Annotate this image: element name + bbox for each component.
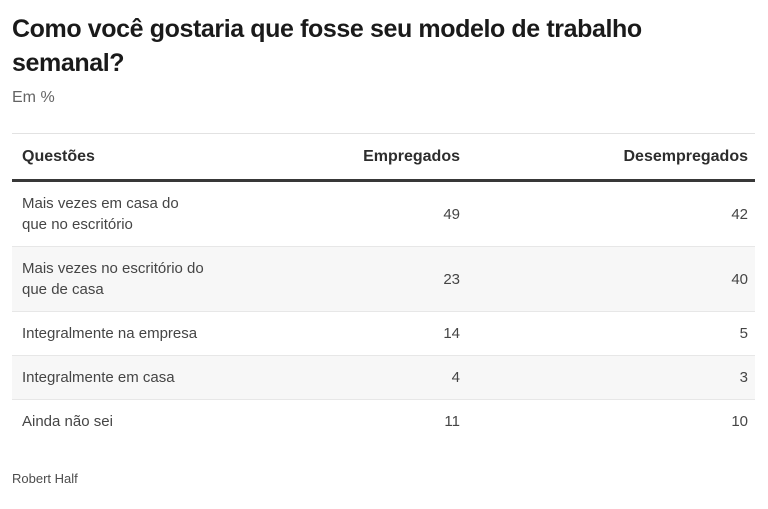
source-credit: Robert Half <box>12 471 78 486</box>
table-row: Mais vezes no escritório do que de casa 2… <box>12 246 755 311</box>
chart-subtitle: Em % <box>12 89 55 106</box>
desempregados-value-cell: 10 <box>731 413 748 430</box>
empregados-value-cell: 14 <box>443 325 460 342</box>
column-header-desempregados: Desempregados <box>623 147 749 165</box>
table-body: Mais vezes em casa do que no escritório 4… <box>12 182 755 443</box>
row-label-cell: Mais vezes no escritório do que de casa <box>22 260 204 298</box>
row-label-cell: Integralmente na empresa <box>22 325 198 342</box>
row-label-cell: Ainda não sei <box>22 413 113 430</box>
desempregados-value-cell: 3 <box>739 369 748 386</box>
table-row: Integralmente na empresa 14 5 <box>12 311 755 355</box>
empregados-value-cell: 23 <box>443 270 460 288</box>
desempregados-value-cell: 5 <box>739 325 748 342</box>
row-label-cell: Integralmente em casa <box>22 369 175 386</box>
table-row: Ainda não sei 11 10 <box>12 399 755 443</box>
chart-title: Como você gostaria que fosse seu modelo … <box>12 15 642 77</box>
chart-figure: Como você gostaria que fosse seu modelo … <box>0 12 768 509</box>
empregados-value-cell: 49 <box>443 205 460 223</box>
table-row: Mais vezes em casa do que no escritório 4… <box>12 182 755 246</box>
data-table: Questões Empregados Desempregados Mais v… <box>12 133 755 443</box>
empregados-value-cell: 4 <box>451 369 460 386</box>
empregados-value-cell: 11 <box>444 413 460 430</box>
row-label-cell: Mais vezes em casa do que no escritório <box>22 195 179 233</box>
column-header-questoes: Questões <box>22 147 95 165</box>
desempregados-value-cell: 40 <box>731 270 748 288</box>
desempregados-value-cell: 42 <box>731 205 748 223</box>
table-row: Integralmente em casa 4 3 <box>12 355 755 399</box>
column-header-empregados: Empregados <box>363 147 460 165</box>
table-header-row: Questões Empregados Desempregados <box>12 134 755 182</box>
